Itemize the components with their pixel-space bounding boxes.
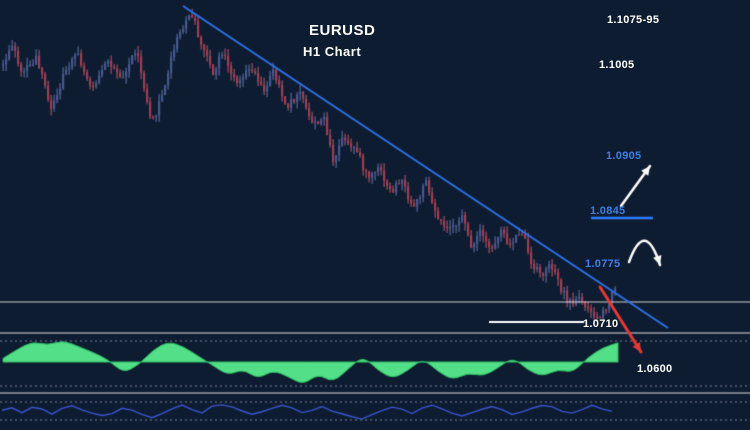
- price-label-10710: 1.0710: [583, 318, 619, 330]
- price-label-10845: 1.0845: [590, 205, 626, 217]
- price-label-10600: 1.0600: [637, 363, 673, 375]
- symbol-title: EURUSD: [309, 22, 376, 39]
- price-label-11005: 1.1005: [599, 59, 635, 71]
- price-label-10775: 1.0775: [585, 258, 621, 270]
- price-label-10905: 1.0905: [606, 150, 642, 162]
- price-label-11075-95: 1.1075-95: [607, 14, 660, 26]
- timeframe-label: H1 Chart: [303, 44, 362, 59]
